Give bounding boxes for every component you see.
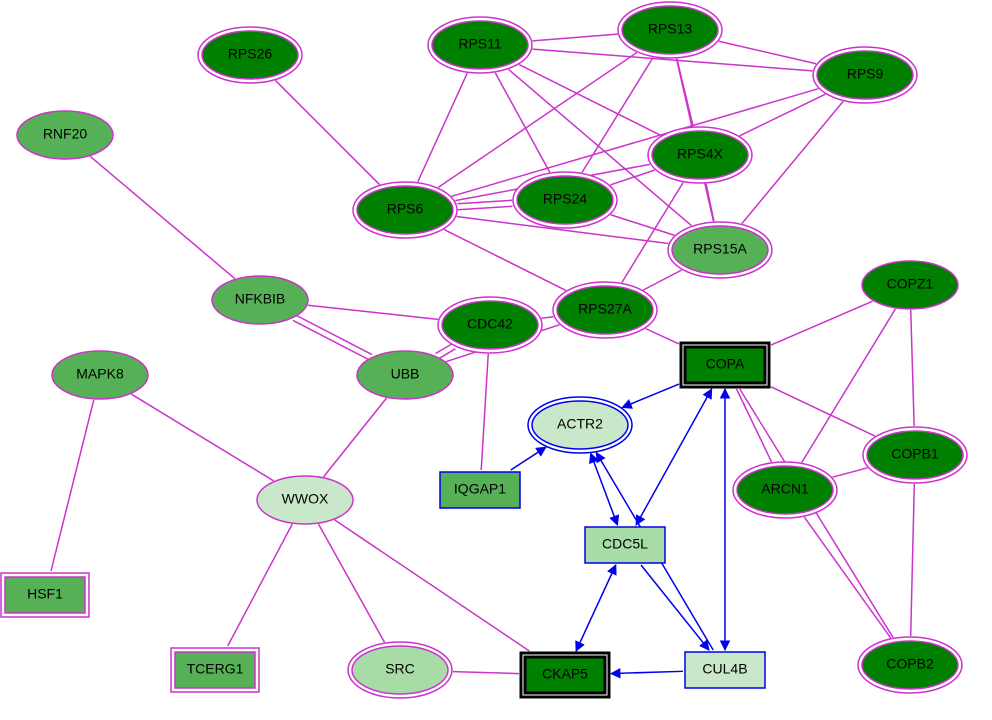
edge bbox=[610, 170, 654, 185]
edge bbox=[643, 270, 681, 290]
edge bbox=[131, 394, 273, 481]
edge bbox=[542, 317, 554, 319]
node-copa[interactable]: COPA bbox=[681, 343, 769, 387]
edge bbox=[308, 305, 438, 319]
node-rps11[interactable]: RPS11 bbox=[428, 17, 532, 73]
node-nfkbib[interactable]: NFKBIB bbox=[212, 276, 308, 324]
edge bbox=[452, 89, 819, 197]
node-ubb[interactable]: UBB bbox=[357, 351, 453, 399]
edge bbox=[532, 34, 617, 41]
edge bbox=[444, 230, 566, 291]
edge bbox=[719, 41, 816, 63]
node-rnf20[interactable]: RNF20 bbox=[17, 111, 113, 159]
edge bbox=[228, 524, 293, 646]
node-src[interactable]: SRC bbox=[348, 642, 452, 698]
edge bbox=[458, 206, 513, 209]
edge bbox=[481, 354, 488, 470]
edge bbox=[641, 565, 709, 650]
edge bbox=[706, 184, 714, 221]
node-cdc5l[interactable]: CDC5L bbox=[585, 527, 665, 563]
edge bbox=[324, 398, 387, 477]
edge bbox=[453, 672, 519, 674]
edge bbox=[457, 200, 512, 203]
edge bbox=[622, 384, 679, 407]
node-rps6[interactable]: RPS6 bbox=[353, 182, 457, 238]
edge bbox=[740, 94, 826, 136]
node-copz1[interactable]: COPZ1 bbox=[862, 261, 958, 309]
edge bbox=[296, 315, 372, 354]
edge bbox=[511, 447, 546, 470]
edge bbox=[591, 453, 618, 525]
edge bbox=[737, 389, 772, 462]
edge bbox=[318, 524, 384, 642]
node-hsf1[interactable]: HSF1 bbox=[1, 573, 89, 617]
node-rps15a[interactable]: RPS15A bbox=[668, 222, 772, 278]
edge bbox=[611, 671, 683, 673]
network-graph: RPS13 RPS11 RPS26 RPS9 RNF20 RPS4X RPS24 RPS6 RP… bbox=[0, 0, 992, 720]
edge bbox=[418, 73, 467, 182]
node-rps4x[interactable]: RPS4X bbox=[648, 127, 752, 183]
node-rps26[interactable]: RPS26 bbox=[198, 27, 302, 83]
edges-layer bbox=[51, 34, 914, 673]
node-rps24[interactable]: RPS24 bbox=[513, 172, 617, 228]
edge bbox=[804, 517, 890, 638]
edge bbox=[833, 468, 868, 477]
edge bbox=[519, 65, 661, 136]
node-cdc42[interactable]: CDC42 bbox=[438, 297, 542, 353]
edge bbox=[911, 310, 914, 426]
node-copb1[interactable]: COPB1 bbox=[863, 427, 967, 483]
node-copb2[interactable]: COPB2 bbox=[858, 637, 962, 693]
edge bbox=[51, 400, 94, 571]
edge bbox=[90, 156, 234, 278]
node-rps13[interactable]: RPS13 bbox=[618, 2, 722, 58]
edge bbox=[742, 101, 843, 223]
node-ckap5[interactable]: CKAP5 bbox=[521, 653, 609, 697]
edge bbox=[771, 301, 873, 345]
node-wwox[interactable]: WWOX bbox=[257, 476, 353, 524]
edge bbox=[911, 484, 915, 636]
edge bbox=[636, 389, 712, 525]
edge bbox=[293, 320, 369, 359]
edge bbox=[576, 565, 616, 651]
node-mapk8[interactable]: MAPK8 bbox=[52, 351, 148, 399]
node-rps9[interactable]: RPS9 bbox=[813, 47, 917, 103]
edge bbox=[495, 73, 550, 172]
node-arcn1[interactable]: ARCN1 bbox=[733, 462, 837, 518]
node-actr2[interactable]: ACTR2 bbox=[528, 397, 632, 453]
node-iqgap1[interactable]: IQGAP1 bbox=[440, 472, 520, 508]
node-cul4b[interactable]: CUL4B bbox=[685, 652, 765, 688]
edge bbox=[275, 80, 379, 184]
edge bbox=[622, 182, 683, 282]
edge bbox=[611, 215, 675, 236]
nodes-layer: RPS13 RPS11 RPS26 RPS9 RNF20 RPS4X RPS24 RPS6 RP… bbox=[1, 2, 967, 698]
node-tcerg1[interactable]: TCERG1 bbox=[171, 648, 259, 692]
edge bbox=[335, 520, 530, 651]
node-rps27a[interactable]: RPS27A bbox=[553, 282, 657, 338]
edge bbox=[646, 329, 679, 344]
